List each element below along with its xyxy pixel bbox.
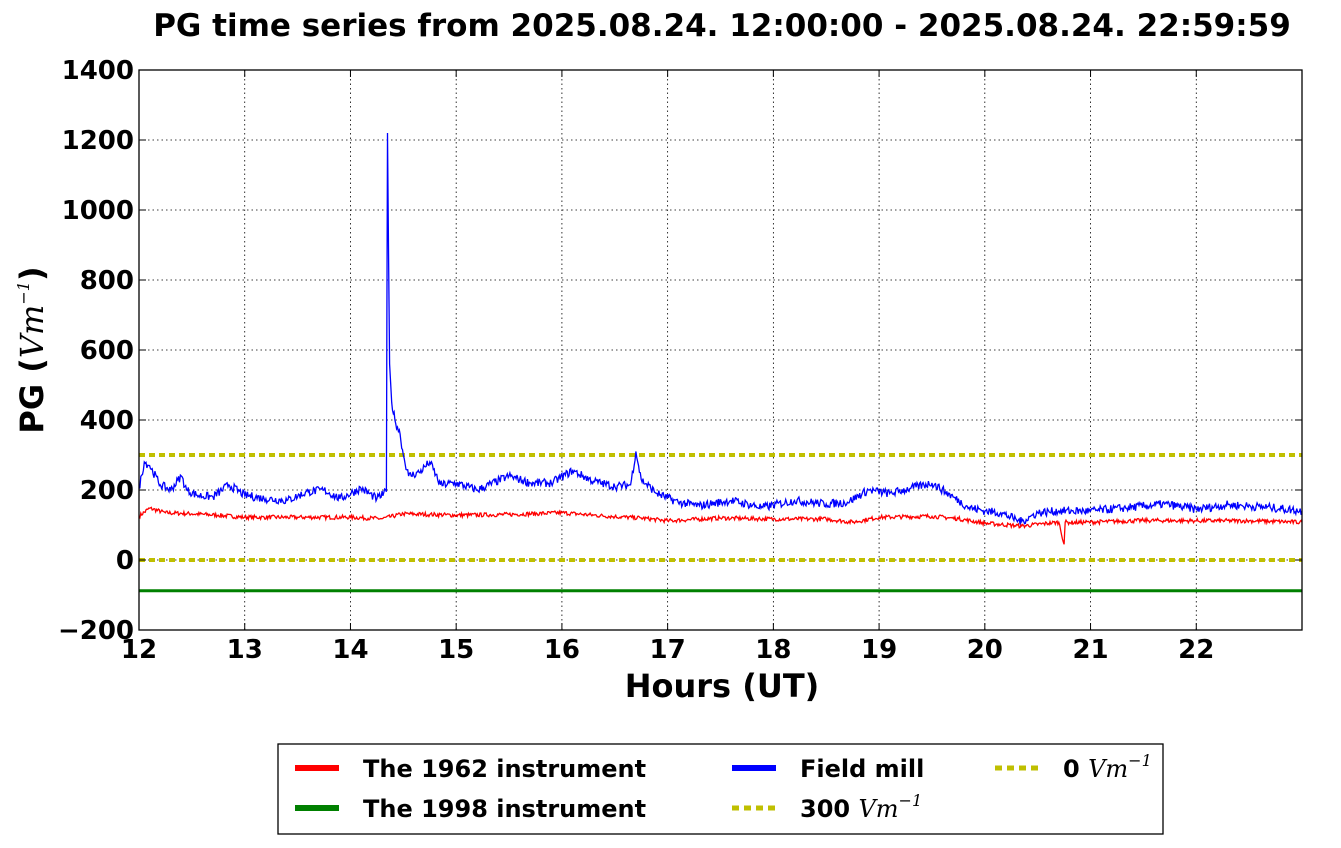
legend-label: 300 Vm−1 xyxy=(800,791,922,823)
x-tick-label: 17 xyxy=(650,635,686,665)
series-line xyxy=(139,132,1302,525)
grid xyxy=(139,70,1302,630)
x-tick-label: 15 xyxy=(438,635,474,665)
legend: The 1962 instrument Field mill 0 Vm−1 The 1… xyxy=(277,743,1164,835)
y-axis-label-unit: Vm xyxy=(13,305,51,358)
chart-title: PG time series from 2025.08.24. 12:00:00… xyxy=(153,8,1291,44)
x-tick-label: 22 xyxy=(1178,635,1214,665)
y-tick-labels: −200 0 200 400 600 800 1000 1200 1400 xyxy=(58,56,134,646)
legend-label: 0 Vm−1 xyxy=(1063,751,1152,783)
y-tick-label: 200 xyxy=(80,476,134,506)
x-tick-label: 12 xyxy=(121,635,157,665)
series-layer xyxy=(139,132,1302,593)
y-tick-label: 1200 xyxy=(62,126,134,156)
x-tick-label: 13 xyxy=(227,635,263,665)
y-tick-label: −200 xyxy=(58,616,134,646)
y-axis-label: PG (Vm−1) xyxy=(13,266,51,433)
legend-box xyxy=(277,743,1164,835)
legend-label: The 1962 instrument xyxy=(363,755,646,783)
x-tick-labels: 12 13 14 15 16 17 18 19 20 21 22 xyxy=(121,635,1214,665)
x-tick-label: 21 xyxy=(1072,635,1108,665)
x-axis-label: Hours (UT) xyxy=(625,667,820,705)
y-axis-label-prefix: PG ( xyxy=(13,358,51,433)
y-axis-label-suffix: ) xyxy=(13,266,51,281)
series-line xyxy=(139,506,1302,545)
x-tick-label: 20 xyxy=(967,635,1003,665)
y-tick-label: 800 xyxy=(80,266,134,296)
x-tick-label: 16 xyxy=(544,635,580,665)
y-tick-label: 600 xyxy=(80,336,134,366)
y-tick-label: 0 xyxy=(116,546,134,576)
y-tick-label: 400 xyxy=(80,406,134,436)
y-tick-label: 1400 xyxy=(62,56,134,86)
y-axis-label-exp: −1 xyxy=(14,281,33,305)
legend-label: Field mill xyxy=(800,755,924,783)
x-tick-label: 19 xyxy=(861,635,897,665)
legend-label: The 1998 instrument xyxy=(363,795,646,823)
y-tick-label: 1000 xyxy=(62,196,134,226)
x-tick-label: 14 xyxy=(332,635,368,665)
tick-marks xyxy=(138,69,1302,631)
x-tick-label: 18 xyxy=(755,635,791,665)
